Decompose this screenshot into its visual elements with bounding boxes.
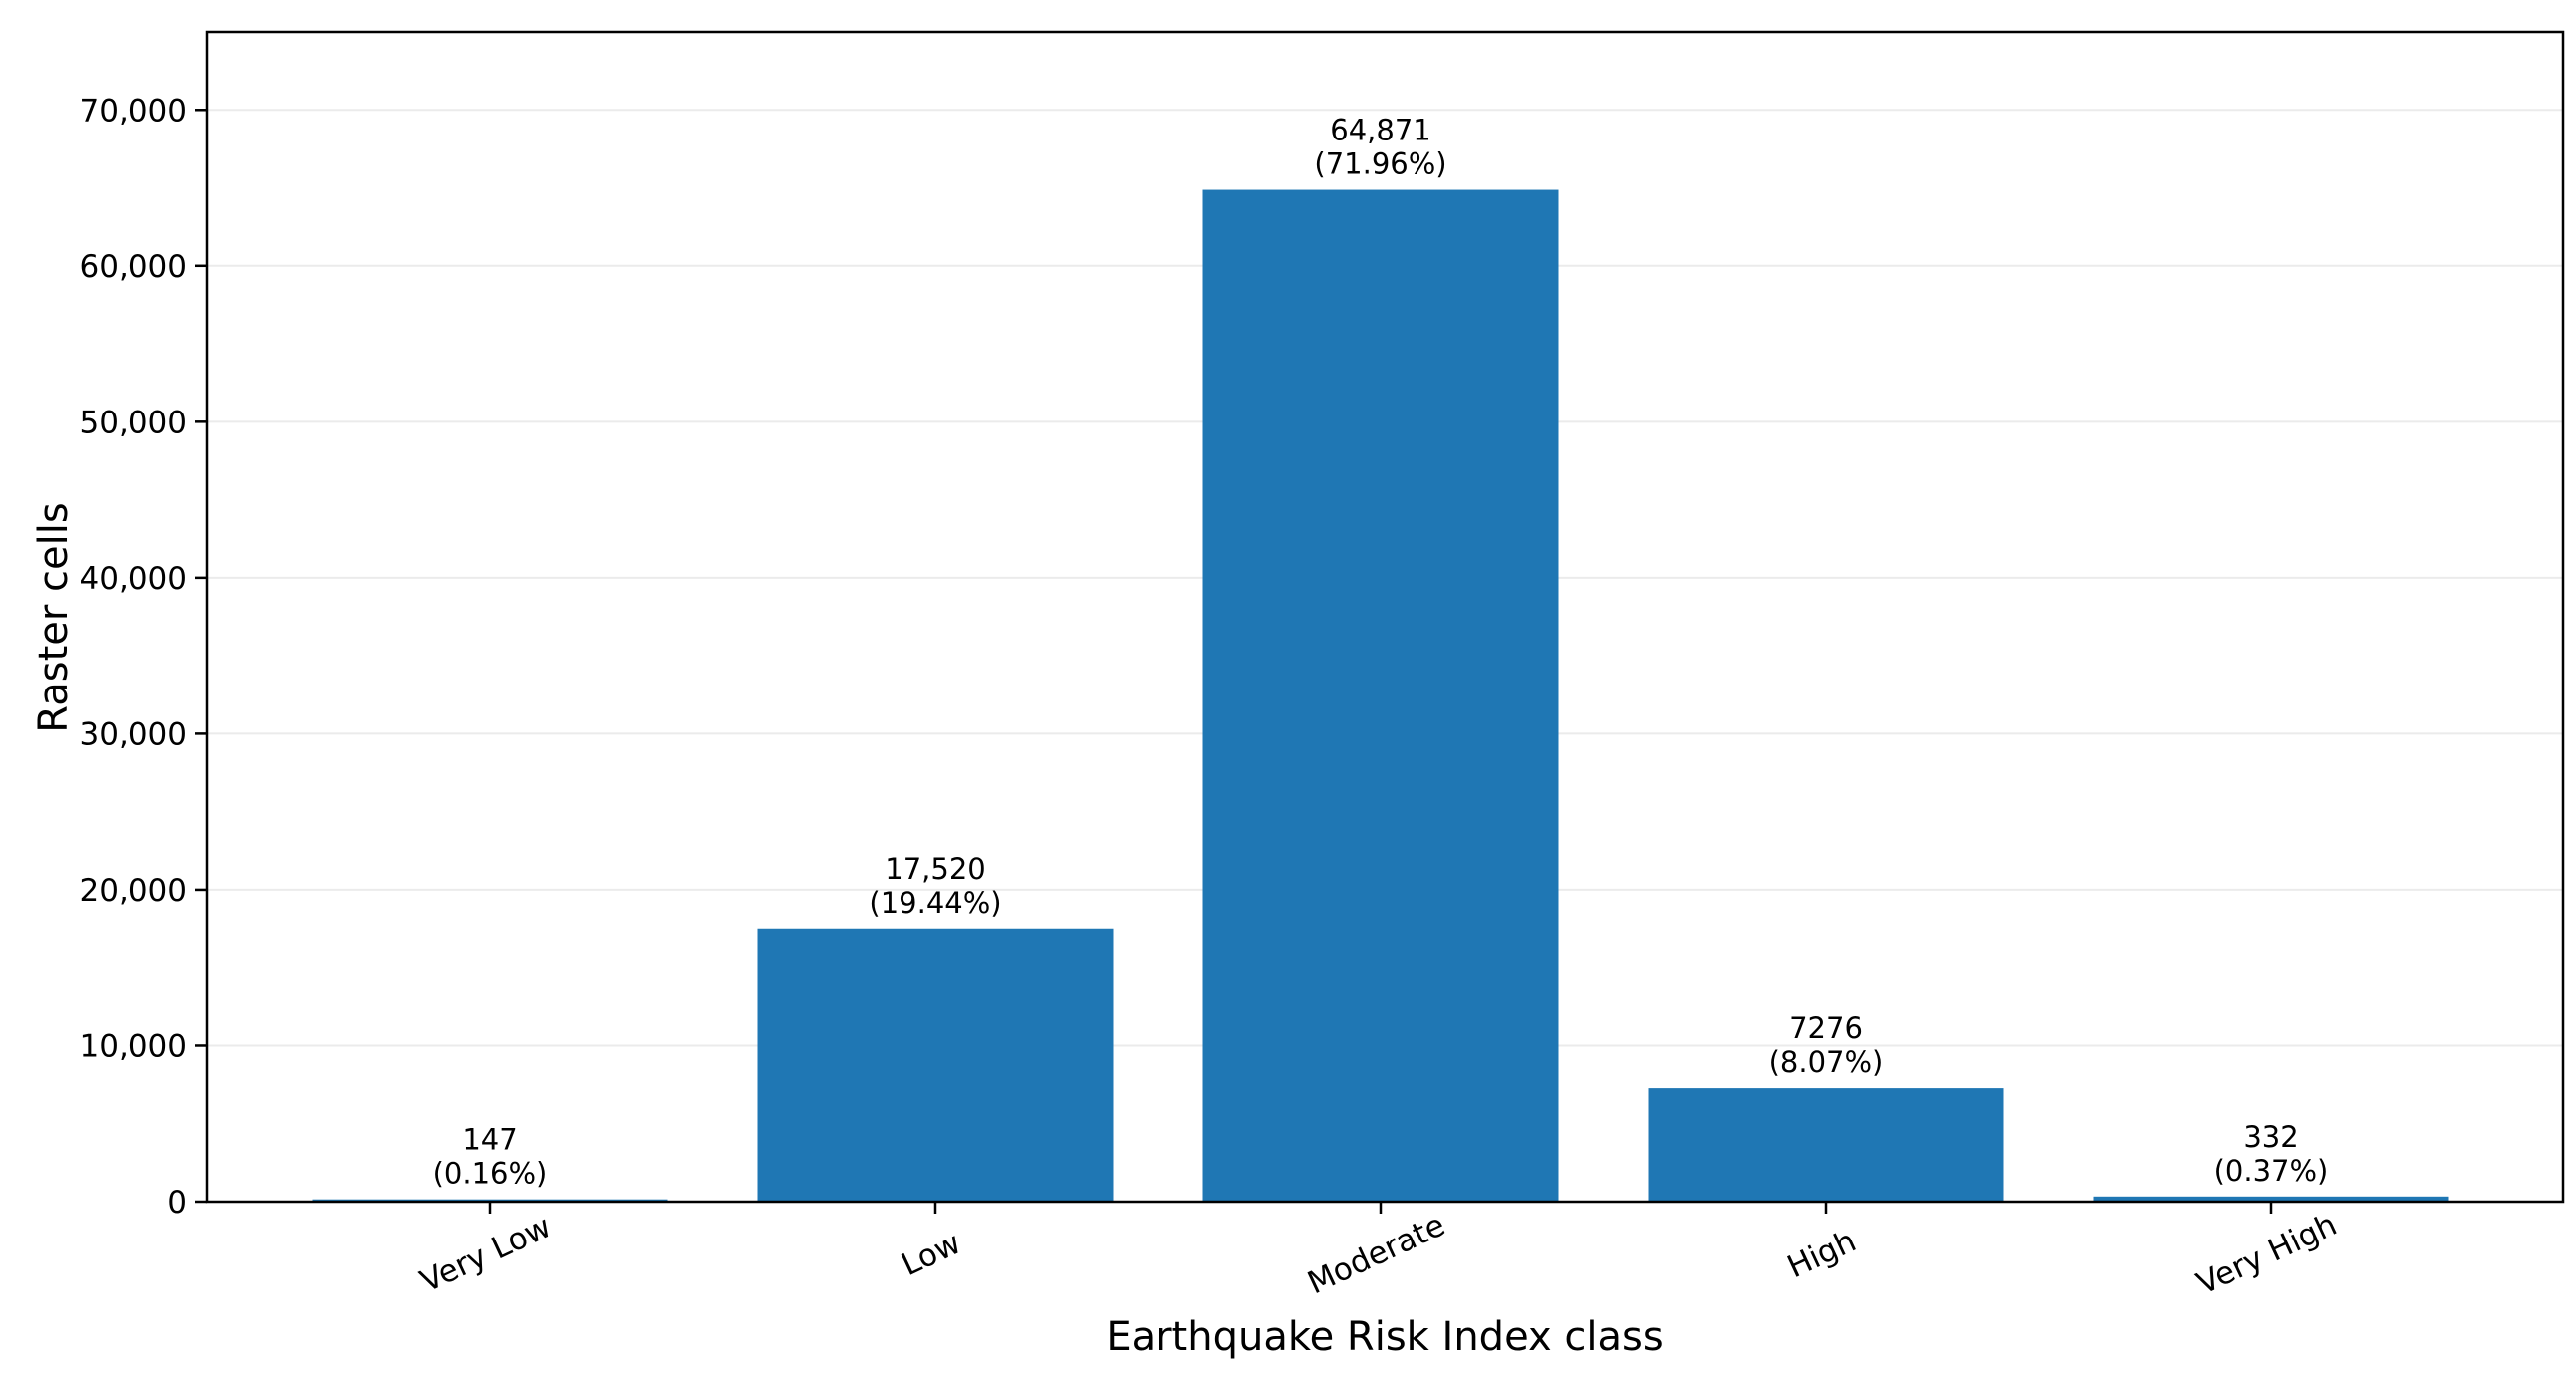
x-tick-label: Low bbox=[897, 1226, 967, 1283]
x-tick-label: Very High bbox=[2191, 1207, 2342, 1302]
y-tick-label: 70,000 bbox=[80, 93, 187, 129]
x-tick-label: Very Low bbox=[415, 1209, 557, 1300]
y-tick-label: 60,000 bbox=[80, 249, 187, 285]
y-tick-label: 30,000 bbox=[80, 716, 187, 752]
y-tick-label: 0 bbox=[167, 1185, 187, 1221]
data-label-percent: (19.44%) bbox=[869, 886, 1001, 920]
y-tick-label: 50,000 bbox=[80, 405, 187, 440]
data-label-count: 7276 bbox=[1789, 1011, 1863, 1045]
x-tick-label: Moderate bbox=[1302, 1207, 1450, 1301]
plot-frame bbox=[205, 30, 2565, 1204]
data-label-count: 17,520 bbox=[885, 852, 985, 886]
x-tick-label: High bbox=[1782, 1224, 1862, 1286]
data-label-percent: (71.96%) bbox=[1314, 147, 1446, 181]
bar bbox=[2093, 1196, 2449, 1202]
data-label-count: 64,871 bbox=[1330, 114, 1430, 147]
bar bbox=[1648, 1088, 2004, 1202]
data-label-count: 147 bbox=[462, 1123, 517, 1157]
data-label-percent: (8.07%) bbox=[1769, 1045, 1884, 1079]
bar bbox=[1202, 189, 1559, 1202]
data-label-percent: (0.16%) bbox=[433, 1157, 548, 1191]
y-tick-label: 10,000 bbox=[80, 1028, 187, 1064]
y-tick-label: 20,000 bbox=[80, 873, 187, 909]
bar bbox=[757, 928, 1114, 1202]
bars bbox=[312, 189, 2449, 1202]
data-labels: 147(0.16%) 17,520(19.44%) 64,871(71.96%) 72… bbox=[433, 114, 2329, 1191]
x-axis-title: Earthquake Risk Index class bbox=[1106, 1314, 1663, 1360]
x-axis-ticks: Very Low Low Moderate High Very High bbox=[415, 1202, 2342, 1302]
data-label-count: 332 bbox=[2243, 1120, 2298, 1154]
y-axis-title: Raster cells bbox=[31, 502, 77, 732]
y-tick-label: 40,000 bbox=[80, 561, 187, 597]
data-label-percent: (0.37%) bbox=[2214, 1154, 2329, 1188]
y-axis-ticks: 0 10,000 20,000 30,000 40,000 50,000 60,000 70,… bbox=[80, 93, 207, 1221]
